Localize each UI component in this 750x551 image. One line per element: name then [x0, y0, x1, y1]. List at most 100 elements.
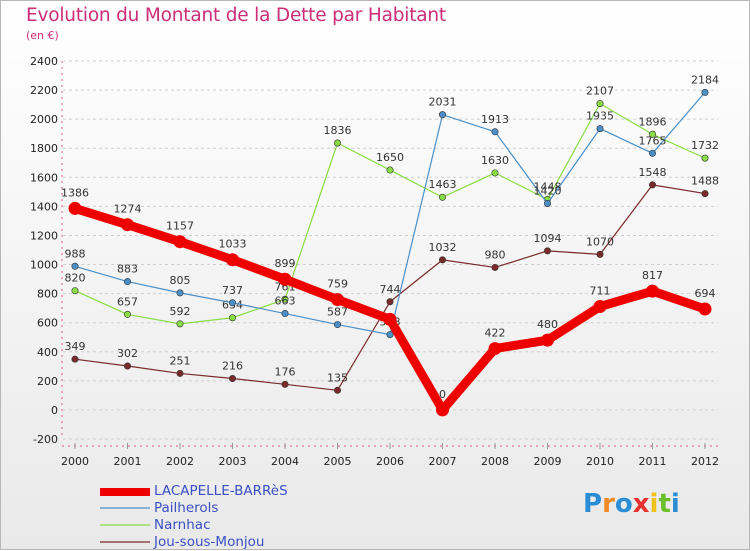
data-point — [698, 302, 712, 316]
data-label: 302 — [117, 347, 138, 360]
logo-letter: x — [632, 489, 650, 519]
y-tick-label: 800 — [37, 288, 58, 301]
logo-letter: i — [670, 489, 680, 519]
legend-label-jou-sous-monjou: Jou-sous-Monjou — [154, 534, 265, 550]
data-point — [488, 342, 502, 356]
data-point — [596, 250, 604, 258]
x-tick-label: 2005 — [324, 455, 352, 468]
data-point — [281, 310, 289, 318]
data-label: 694 — [695, 287, 716, 300]
data-label: 817 — [642, 269, 663, 282]
data-point — [281, 380, 289, 388]
data-point — [386, 331, 394, 339]
legend-swatch-pailherols — [100, 507, 150, 509]
logo-letter: r — [602, 489, 615, 519]
data-point — [383, 312, 397, 326]
data-point — [124, 362, 132, 370]
data-point — [176, 289, 184, 297]
data-label: 1548 — [639, 166, 667, 179]
data-point — [438, 111, 446, 119]
logo-letter: P — [583, 489, 603, 519]
data-label: 1913 — [481, 113, 509, 126]
data-label: 744 — [380, 283, 401, 296]
x-tick-label: 2009 — [534, 455, 562, 468]
y-tick-label: -200 — [33, 433, 58, 446]
x-tick-label: 2010 — [586, 455, 614, 468]
data-point — [124, 310, 132, 318]
data-point — [596, 125, 604, 133]
data-point — [491, 169, 499, 177]
data-label: 805 — [170, 274, 191, 287]
data-label: 1032 — [429, 241, 457, 254]
data-label: 216 — [222, 360, 243, 373]
data-point — [593, 300, 607, 314]
data-label: 899 — [275, 257, 296, 270]
x-tick-label: 2008 — [481, 455, 509, 468]
x-tick-label: 2011 — [639, 455, 667, 468]
data-point — [701, 190, 709, 198]
data-label: 988 — [65, 247, 86, 260]
data-point — [124, 278, 132, 286]
x-tick-label: 2007 — [429, 455, 457, 468]
data-label: 711 — [590, 285, 611, 298]
data-label: 980 — [485, 248, 506, 261]
data-label: 737 — [222, 284, 243, 297]
data-point — [68, 201, 82, 215]
y-tick-label: 1000 — [30, 259, 58, 272]
data-point — [176, 369, 184, 377]
data-label: 1650 — [376, 151, 404, 164]
legend-swatch-narnhac — [100, 524, 150, 526]
data-point — [543, 247, 551, 255]
data-point — [438, 193, 446, 201]
data-point — [386, 166, 394, 174]
x-tick-label: 2001 — [114, 455, 142, 468]
logo-letter: t — [658, 489, 671, 519]
data-label: 176 — [275, 365, 296, 378]
data-point — [491, 263, 499, 271]
x-tick-label: 2000 — [61, 455, 89, 468]
data-label: 1463 — [429, 178, 457, 191]
data-point — [229, 314, 237, 322]
data-label: 1070 — [586, 235, 614, 248]
x-tick-label: 2012 — [691, 455, 719, 468]
data-point — [173, 235, 187, 249]
data-label: 1033 — [219, 238, 247, 251]
logo-letter: o — [614, 489, 633, 519]
data-label: 135 — [327, 371, 348, 384]
data-point — [333, 321, 341, 329]
y-tick-label: 2000 — [30, 113, 58, 126]
y-tick-label: 1200 — [30, 229, 58, 242]
data-point — [226, 253, 239, 267]
data-point — [543, 199, 551, 207]
proxiti-logo: Proxiti — [583, 489, 680, 519]
legend-label-pailherols: Pailherols — [154, 500, 219, 516]
data-point — [646, 284, 659, 298]
y-tick-label: 2200 — [30, 84, 58, 97]
data-label: 2184 — [691, 73, 719, 86]
data-point — [333, 139, 341, 147]
y-tick-label: 200 — [37, 375, 58, 388]
data-point — [648, 130, 656, 138]
data-label: 883 — [117, 263, 138, 276]
data-label: 1420 — [534, 184, 562, 197]
data-point — [701, 154, 709, 162]
y-tick-label: 1600 — [30, 171, 58, 184]
data-point — [333, 386, 341, 394]
chart-unit: (en €) — [26, 29, 59, 42]
data-point — [541, 333, 554, 347]
data-label: 657 — [117, 295, 138, 308]
data-label: 1935 — [586, 110, 614, 123]
data-label: 1630 — [481, 154, 509, 167]
x-tick-label: 2002 — [166, 455, 194, 468]
data-label: 592 — [170, 305, 191, 318]
data-label: 1896 — [639, 115, 667, 128]
data-label: 2031 — [429, 96, 457, 109]
data-label: 1094 — [534, 232, 562, 245]
data-point — [596, 100, 604, 108]
data-label: 820 — [65, 272, 86, 285]
logo-letter: i — [649, 489, 659, 519]
data-label: 2107 — [586, 85, 614, 98]
data-point — [71, 287, 79, 295]
